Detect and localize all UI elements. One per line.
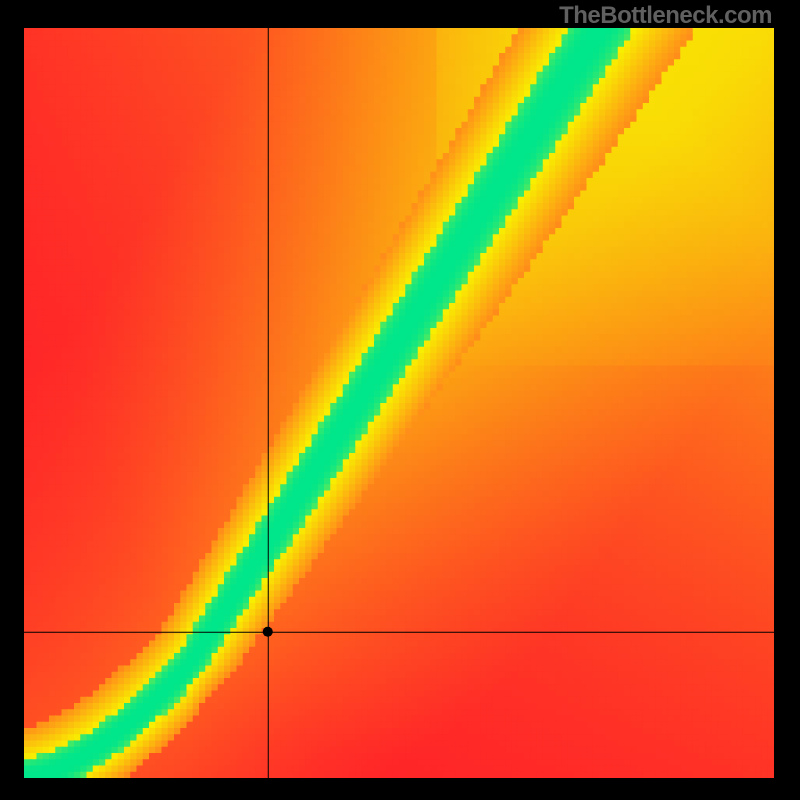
watermark-text: TheBottleneck.com	[559, 2, 772, 30]
chart-frame: TheBottleneck.com	[0, 0, 800, 800]
heatmap-canvas	[24, 28, 774, 778]
heatmap-plot	[24, 28, 774, 778]
